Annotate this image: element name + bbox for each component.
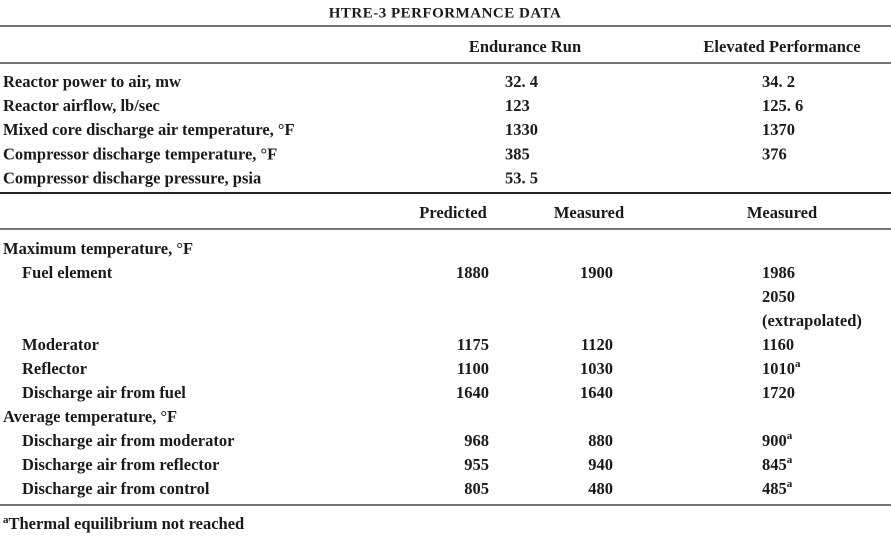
column-header: Measured [554, 203, 624, 222]
row-label: Reactor airflow, lb/sec [3, 96, 160, 115]
cell: 1720 [762, 383, 795, 402]
cell: 385 [505, 144, 530, 163]
row-label: Compressor discharge temperature, °F [3, 144, 277, 163]
cell: 480 [588, 479, 613, 498]
column-header: Measured [747, 203, 817, 222]
row-label: Moderator [22, 335, 99, 354]
cell: 1880 [456, 263, 489, 282]
column-header: Predicted [419, 203, 487, 222]
cell: 53. 5 [505, 169, 538, 188]
group-label: Maximum temperature, °F [3, 239, 193, 258]
cell: 805 [464, 479, 489, 498]
cell: 2050 [762, 287, 795, 306]
row-label: Mixed core discharge air temperature, °F [3, 120, 295, 139]
footnote-mark: a [787, 430, 793, 442]
cell: 900a [762, 430, 793, 450]
footnote-mark: a [795, 358, 801, 370]
row-label: Discharge air from fuel [22, 383, 186, 402]
group-label: Average temperature, °F [3, 407, 177, 426]
row-label: Discharge air from reflector [22, 455, 219, 474]
cell: 940 [588, 455, 613, 474]
row-label: Compressor discharge pressure, psia [3, 169, 261, 188]
cell: (extrapolated) [762, 311, 862, 330]
column-header: Elevated Performance [703, 37, 860, 56]
footnote-mark: a [3, 514, 9, 526]
cell: 123 [505, 96, 530, 115]
footnote-text: Thermal equilibrium not reached [9, 514, 245, 533]
footnote-mark: a [787, 478, 793, 490]
footnote: aThermal equilibrium not reached [3, 514, 244, 533]
cell: 1986 [762, 263, 795, 282]
cell: 1640 [456, 383, 489, 402]
row-label: Discharge air from control [22, 479, 210, 498]
row-label: Fuel element [22, 263, 113, 282]
column-header: Endurance Run [469, 37, 581, 56]
cell: 1160 [762, 335, 794, 354]
cell: 1370 [762, 120, 795, 139]
cell: 1900 [580, 263, 613, 282]
cell: 125. 6 [762, 96, 803, 115]
cell: 485a [762, 478, 793, 498]
cell: 1640 [580, 383, 613, 402]
row-label: Discharge air from moderator [22, 431, 234, 450]
cell: 1030 [580, 359, 613, 378]
cell: 880 [588, 431, 613, 450]
footnote-mark: a [787, 454, 793, 466]
cell: 32. 4 [505, 72, 538, 91]
cell: 955 [464, 455, 489, 474]
cell: 376 [762, 144, 787, 163]
title: HTRE-3 PERFORMANCE DATA [329, 5, 562, 21]
cell: 1120 [581, 335, 613, 354]
cell: 1175 [457, 335, 489, 354]
row-label: Reflector [22, 359, 87, 378]
cell: 845a [762, 454, 793, 474]
row-label: Reactor power to air, mw [3, 72, 181, 91]
cell: 1330 [505, 120, 538, 139]
cell: 968 [464, 431, 489, 450]
cell: 1010a [762, 358, 801, 378]
cell: 34. 2 [762, 72, 795, 91]
cell: 1100 [457, 359, 489, 378]
